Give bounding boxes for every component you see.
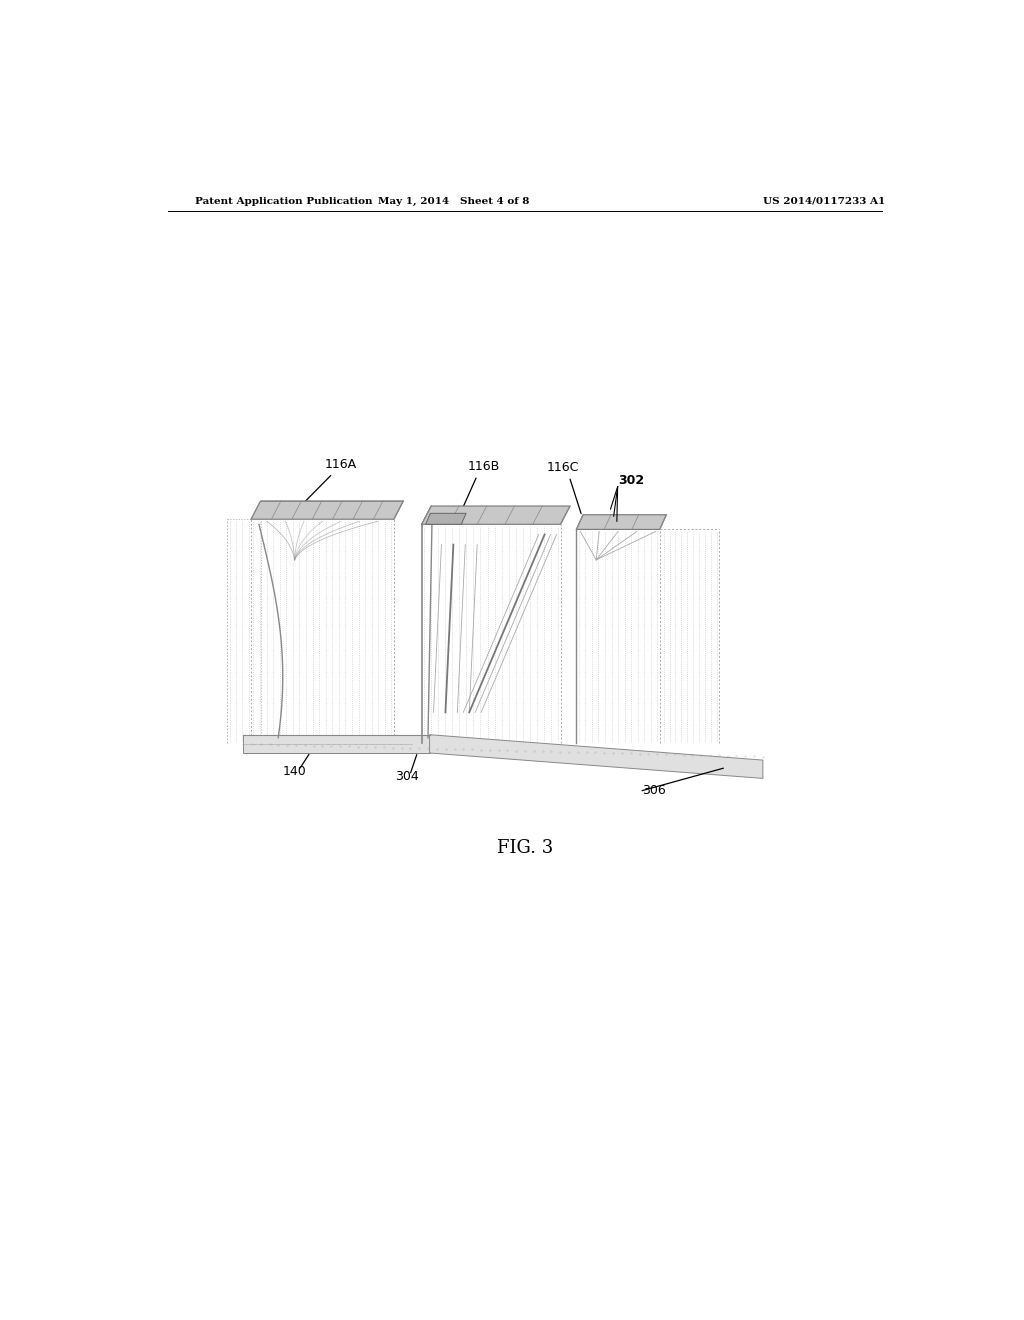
Polygon shape [251,500,403,519]
Polygon shape [430,735,763,779]
Text: 306: 306 [642,784,666,797]
Text: 116A: 116A [325,458,356,471]
Text: 302: 302 [618,474,644,487]
Text: May 1, 2014   Sheet 4 of 8: May 1, 2014 Sheet 4 of 8 [378,197,529,206]
Text: 140: 140 [283,766,306,779]
Polygon shape [422,506,570,524]
Text: 116C: 116C [547,462,580,474]
Text: US 2014/0117233 A1: US 2014/0117233 A1 [763,197,885,206]
Text: Patent Application Publication: Patent Application Publication [196,197,373,206]
Polygon shape [426,513,466,524]
Text: 304: 304 [394,771,419,784]
Polygon shape [577,515,667,529]
Text: 116B: 116B [467,461,500,474]
Polygon shape [243,735,430,752]
Text: FIG. 3: FIG. 3 [497,838,553,857]
